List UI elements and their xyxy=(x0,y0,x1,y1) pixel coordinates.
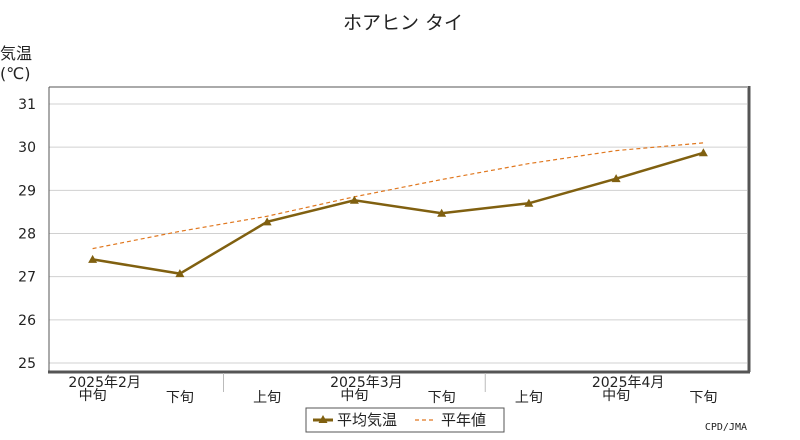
y-tick-label-29: 29 xyxy=(18,183,36,199)
x-tick-label-7: 下旬 xyxy=(689,390,717,406)
y-axis-unit: (℃) xyxy=(0,64,30,83)
y-tick-label-25: 25 xyxy=(18,356,36,372)
y-tick-label-27: 27 xyxy=(18,270,36,286)
x-ticks: 中旬 下旬 上旬 中旬 下旬 上旬 中旬 下旬 2025年2月 2025年3月 2025年4月 xyxy=(68,373,717,406)
data-point-avg-6 xyxy=(611,174,621,183)
data-point-avg-7 xyxy=(698,148,708,157)
x-tick-label-0: 中旬 xyxy=(79,388,107,404)
series xyxy=(88,142,708,278)
legend-box xyxy=(305,407,505,433)
data-point-avg-2 xyxy=(262,217,272,226)
x-month-label-0: 2025年2月 xyxy=(68,375,141,391)
series-line-avg xyxy=(92,151,704,275)
x-tick-label-1: 下旬 xyxy=(166,390,194,406)
x-month-label-1: 2025年3月 xyxy=(330,375,403,391)
plot-area xyxy=(49,87,747,371)
y-axis-label: 気温 xyxy=(0,44,32,63)
x-tick-label-4: 下旬 xyxy=(428,390,456,406)
data-point-avg-3 xyxy=(349,195,359,204)
legend: 平均気温 平年値 xyxy=(305,407,505,433)
credit: CPD/JMA xyxy=(705,422,747,433)
series-line-normal xyxy=(92,142,704,250)
y-tick-label-30: 30 xyxy=(18,140,36,156)
legend-marker-avg xyxy=(318,415,328,423)
x-month-label-2: 2025年4月 xyxy=(592,375,665,391)
y-ticks: 25 26 27 28 29 30 31 xyxy=(18,97,36,372)
y-tick-label-31: 31 xyxy=(18,97,36,113)
x-tick-label-3: 中旬 xyxy=(340,388,368,404)
legend-label-avg: 平均気温 xyxy=(337,411,397,429)
data-point-avg-0 xyxy=(88,254,98,263)
legend-label-normal: 平年値 xyxy=(441,411,486,429)
data-point-avg-1 xyxy=(175,269,185,278)
chart-title: ホアヒン タイ xyxy=(343,12,463,34)
x-tick-label-6: 中旬 xyxy=(602,388,630,404)
gridlines xyxy=(49,103,747,364)
y-tick-label-28: 28 xyxy=(18,227,36,243)
data-point-avg-4 xyxy=(437,208,447,217)
x-tick-label-5: 上旬 xyxy=(515,390,543,406)
x-tick-label-2: 上旬 xyxy=(253,390,281,406)
y-tick-label-26: 26 xyxy=(18,313,36,329)
data-point-avg-5 xyxy=(524,198,534,207)
